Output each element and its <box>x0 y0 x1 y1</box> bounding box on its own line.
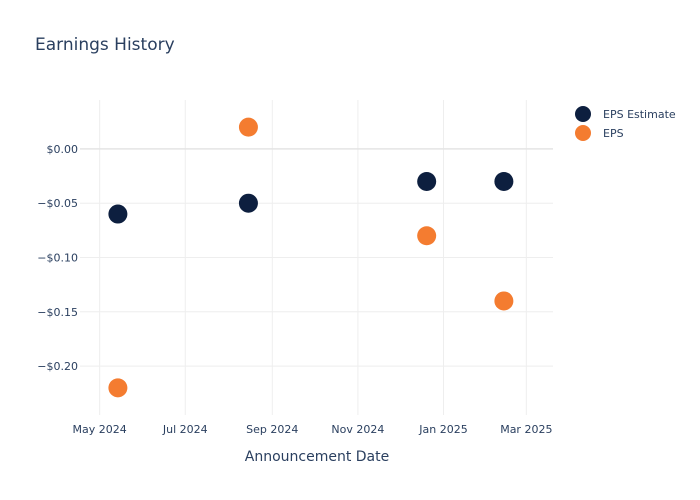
y-tick-label: −$0.05 <box>37 197 78 210</box>
y-tick-label: −$0.10 <box>37 252 78 265</box>
x-tick-label: Jul 2024 <box>162 423 208 436</box>
x-tick-label: Jan 2025 <box>418 423 467 436</box>
x-axis-title: Announcement Date <box>245 449 389 465</box>
grid-lines <box>80 100 553 415</box>
x-axis-ticks: May 2024 Jul 2024 Sep 2024 Nov 2024 Jan 2025… <box>73 423 553 436</box>
eps-estimate-point[interactable] <box>494 171 514 191</box>
legend-marker[interactable] <box>575 125 591 141</box>
y-tick-label: −$0.20 <box>37 360 78 373</box>
x-tick-label: Nov 2024 <box>331 423 384 436</box>
eps-point[interactable] <box>238 117 258 137</box>
eps-point[interactable] <box>417 226 437 246</box>
y-tick-label: $0.00 <box>47 143 79 156</box>
legend-label[interactable]: EPS Estimate <box>603 108 676 121</box>
eps-estimate-point[interactable] <box>238 193 258 213</box>
legend: EPS Estimate EPS <box>575 106 676 141</box>
eps-estimate-point[interactable] <box>108 204 128 224</box>
chart-title: Earnings History <box>35 35 175 55</box>
legend-marker[interactable] <box>575 106 591 122</box>
x-tick-label: May 2024 <box>73 423 127 436</box>
legend-label[interactable]: EPS <box>603 127 624 140</box>
y-tick-label: −$0.15 <box>37 306 78 319</box>
eps-point[interactable] <box>108 378 128 398</box>
x-tick-label: Sep 2024 <box>246 423 298 436</box>
x-tick-label: Mar 2025 <box>500 423 552 436</box>
eps-point[interactable] <box>494 291 514 311</box>
eps-estimate-point[interactable] <box>417 171 437 191</box>
y-axis-ticks: $0.00 −$0.05 −$0.10 −$0.15 −$0.20 <box>37 143 78 373</box>
data-points <box>108 117 514 398</box>
